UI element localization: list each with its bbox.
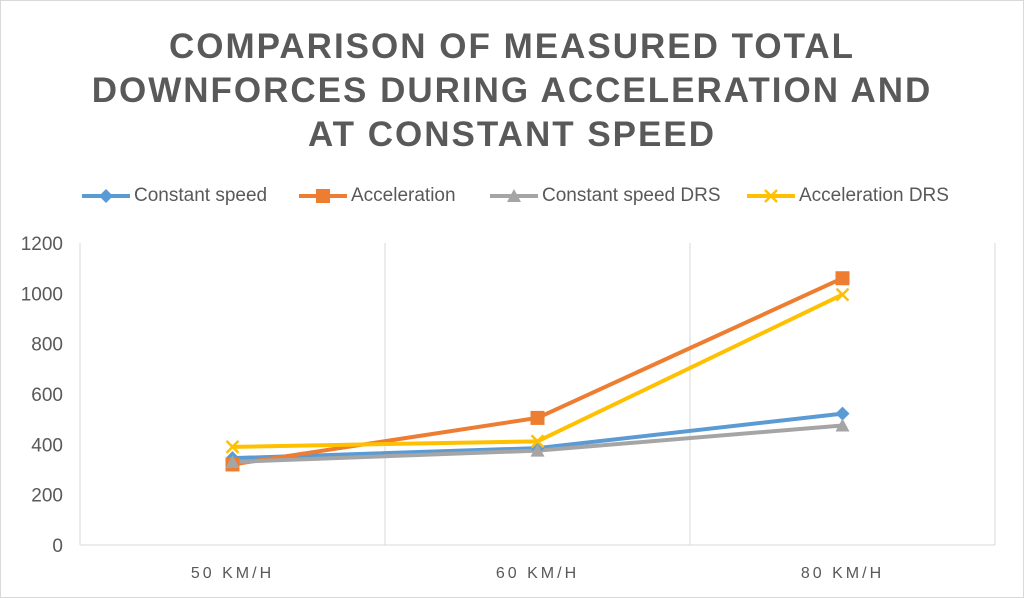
legend-item-acceleration: Acceleration <box>297 184 456 208</box>
y-tick-label-1200: 1200 <box>21 234 63 255</box>
x-category-label-50-km-h: 50 KM/H <box>191 565 274 582</box>
x-category-label-60-km-h: 60 KM/H <box>496 565 579 582</box>
legend-symbol-constant-speed <box>82 189 130 203</box>
legend-symbol-constant-speed-drs <box>490 189 538 202</box>
legend-label-constant-speed-drs: Constant speed DRS <box>542 185 721 206</box>
legend-item-acceleration-drs: Acceleration DRS <box>745 184 949 208</box>
series-line-acceleration <box>230 276 845 467</box>
x-category-label-80-km-h: 80 KM/H <box>801 565 884 582</box>
y-tick-label-600: 600 <box>31 385 63 406</box>
data-point-constant-speed-3 <box>835 406 850 421</box>
data-point-acceleration-2 <box>530 410 545 425</box>
legend-item-constant-speed: Constant speed <box>80 184 267 208</box>
chart-title-line-1: COMPARISON OF MEASURED TOTAL <box>169 27 855 66</box>
chart-title-line-2: DOWNFORCES DURING ACCELERATION AND <box>91 71 933 110</box>
data-point-acceleration-3 <box>835 271 850 286</box>
legend-symbol-acceleration-drs <box>747 189 795 203</box>
y-tick-label-200: 200 <box>31 486 63 507</box>
legend-label-acceleration-drs: Acceleration DRS <box>799 185 949 206</box>
legend-label-constant-speed: Constant speed <box>134 185 268 206</box>
y-tick-label-400: 400 <box>31 435 63 456</box>
data-point-acceleration-drs-1 <box>225 439 240 454</box>
y-tick-label-0: 0 <box>52 536 63 557</box>
data-point-constant-speed-drs-1 <box>225 454 240 468</box>
legend-label-acceleration: Acceleration <box>351 185 456 206</box>
data-point-acceleration-drs-2 <box>530 434 545 449</box>
y-tick-label-1000: 1000 <box>21 284 63 305</box>
data-point-constant-speed-drs-2 <box>530 443 545 457</box>
chart-title-line-3: AT CONSTANT SPEED <box>308 115 716 154</box>
y-tick-label-800: 800 <box>31 335 63 356</box>
data-point-constant-speed-drs-3 <box>835 418 850 432</box>
data-point-acceleration-drs-3 <box>835 287 850 302</box>
legend-symbol-acceleration <box>299 189 347 203</box>
legend-item-constant-speed-drs: Constant speed DRS <box>488 184 721 208</box>
